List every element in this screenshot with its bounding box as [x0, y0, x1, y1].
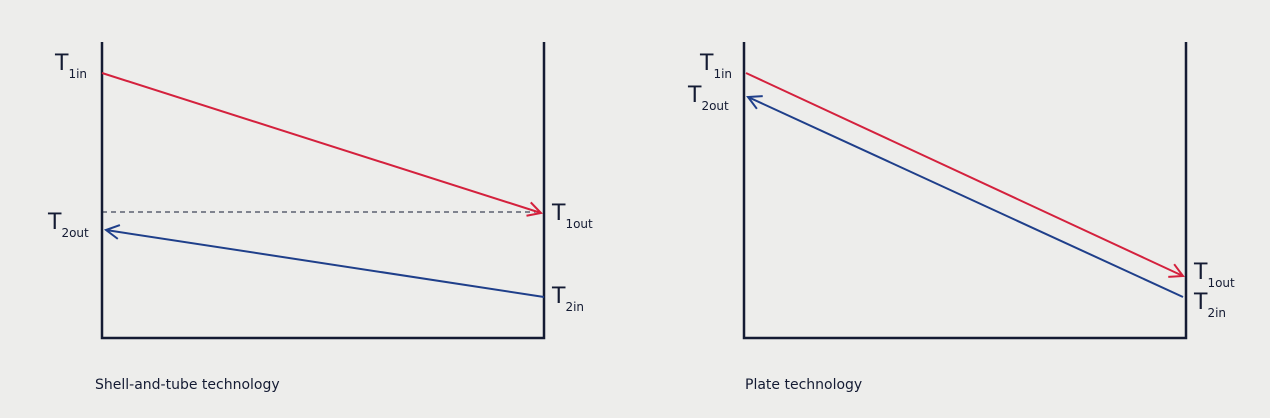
- subscript: 1in: [713, 67, 732, 81]
- symbol: T: [551, 201, 566, 226]
- label-t1in: T1in: [54, 51, 87, 81]
- symbol: T: [699, 51, 714, 76]
- label-t2in: T2in: [551, 284, 584, 314]
- caption: Shell-and-tube technology: [95, 377, 280, 393]
- axes: [742, 42, 1188, 340]
- axes: [100, 42, 546, 340]
- subscript: 1out: [1207, 276, 1235, 290]
- label-t1out: T1out: [1193, 260, 1235, 290]
- symbol: T: [47, 210, 62, 235]
- label-t1out: T1out: [551, 201, 593, 231]
- cold-line: [748, 97, 1184, 298]
- cold-line: [106, 230, 545, 298]
- label-t2in: T2in: [1193, 290, 1226, 320]
- label-t1in: T1in: [699, 51, 732, 81]
- subscript: 2in: [1207, 306, 1226, 320]
- label-t2out: T2out: [47, 210, 89, 240]
- subscript: 1out: [565, 217, 593, 231]
- caption: Plate technology: [745, 377, 862, 393]
- symbol: T: [1193, 260, 1208, 285]
- label-t2out: T2out: [687, 83, 729, 113]
- subscript: 2in: [565, 300, 584, 314]
- hot-line: [745, 72, 1183, 276]
- symbol: T: [1193, 290, 1208, 315]
- symbol: T: [54, 51, 69, 76]
- subscript: 2out: [701, 99, 729, 113]
- subscript: 2out: [61, 226, 89, 240]
- plate-panel: T1in T2out T1out T2in Plate technology: [687, 42, 1235, 393]
- symbol: T: [551, 284, 566, 309]
- hot-line: [101, 72, 541, 213]
- shell-tube-panel: T1in T2out T1out T2in Shell-and-tube tec…: [47, 42, 593, 393]
- subscript: 1in: [68, 67, 87, 81]
- symbol: T: [687, 83, 702, 108]
